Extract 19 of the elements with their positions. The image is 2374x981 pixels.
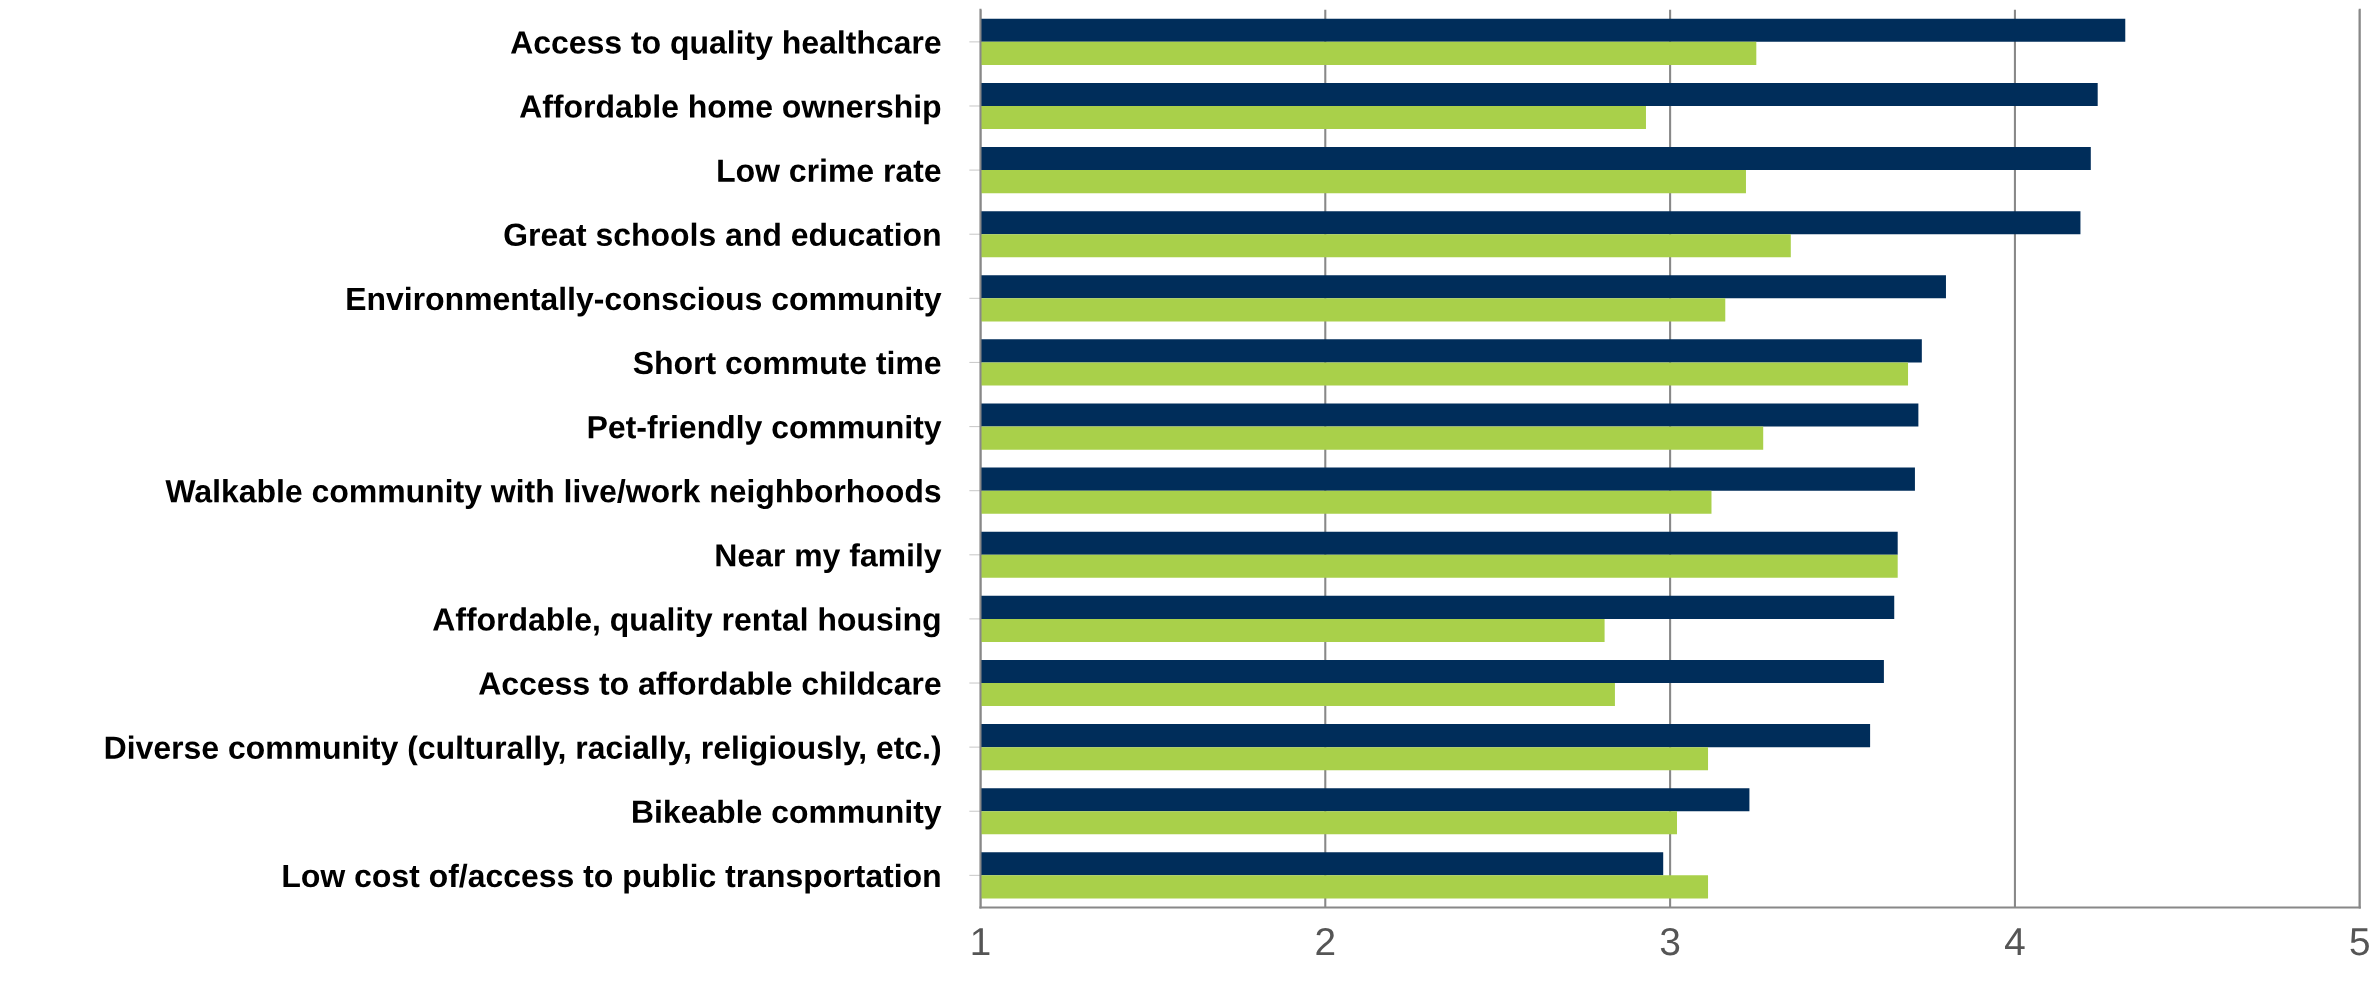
x-tick-label: 4 xyxy=(2005,928,2025,956)
x-tick-label: 5 xyxy=(2350,928,2369,956)
x-tick-label: 1 xyxy=(972,928,990,956)
y-tick-label: Diverse community (culturally, racially, religiously, etc.) xyxy=(105,735,941,766)
y-tick-label: Near my family xyxy=(716,543,942,573)
y-tick-label: Affordable, quality rental housing xyxy=(433,607,940,638)
y-tick-label: Great schools and education xyxy=(504,222,940,247)
y-tick-label: Low crime rate xyxy=(718,158,941,182)
y-tick-label: Environmentally-conscious community xyxy=(347,286,942,317)
y-tick-label: Affordable home ownership xyxy=(519,94,941,125)
y-tick-label: Low cost of/access to public transportation xyxy=(283,863,940,894)
y-tick-label: Pet-friendly community xyxy=(588,414,942,445)
x-tick-label: 3 xyxy=(1660,927,1680,956)
x-tick-label: 2 xyxy=(1316,927,1335,956)
y-tick-label: Access to quality healthcare xyxy=(510,30,941,61)
y-tick-label: Bikeable community xyxy=(633,799,942,830)
y-tick-label: Short commute time xyxy=(633,350,941,375)
y-tick-label: Access to affordable childcare xyxy=(479,671,941,695)
y-tick-label: Walkable community with live/work neighborhoods xyxy=(165,479,941,510)
